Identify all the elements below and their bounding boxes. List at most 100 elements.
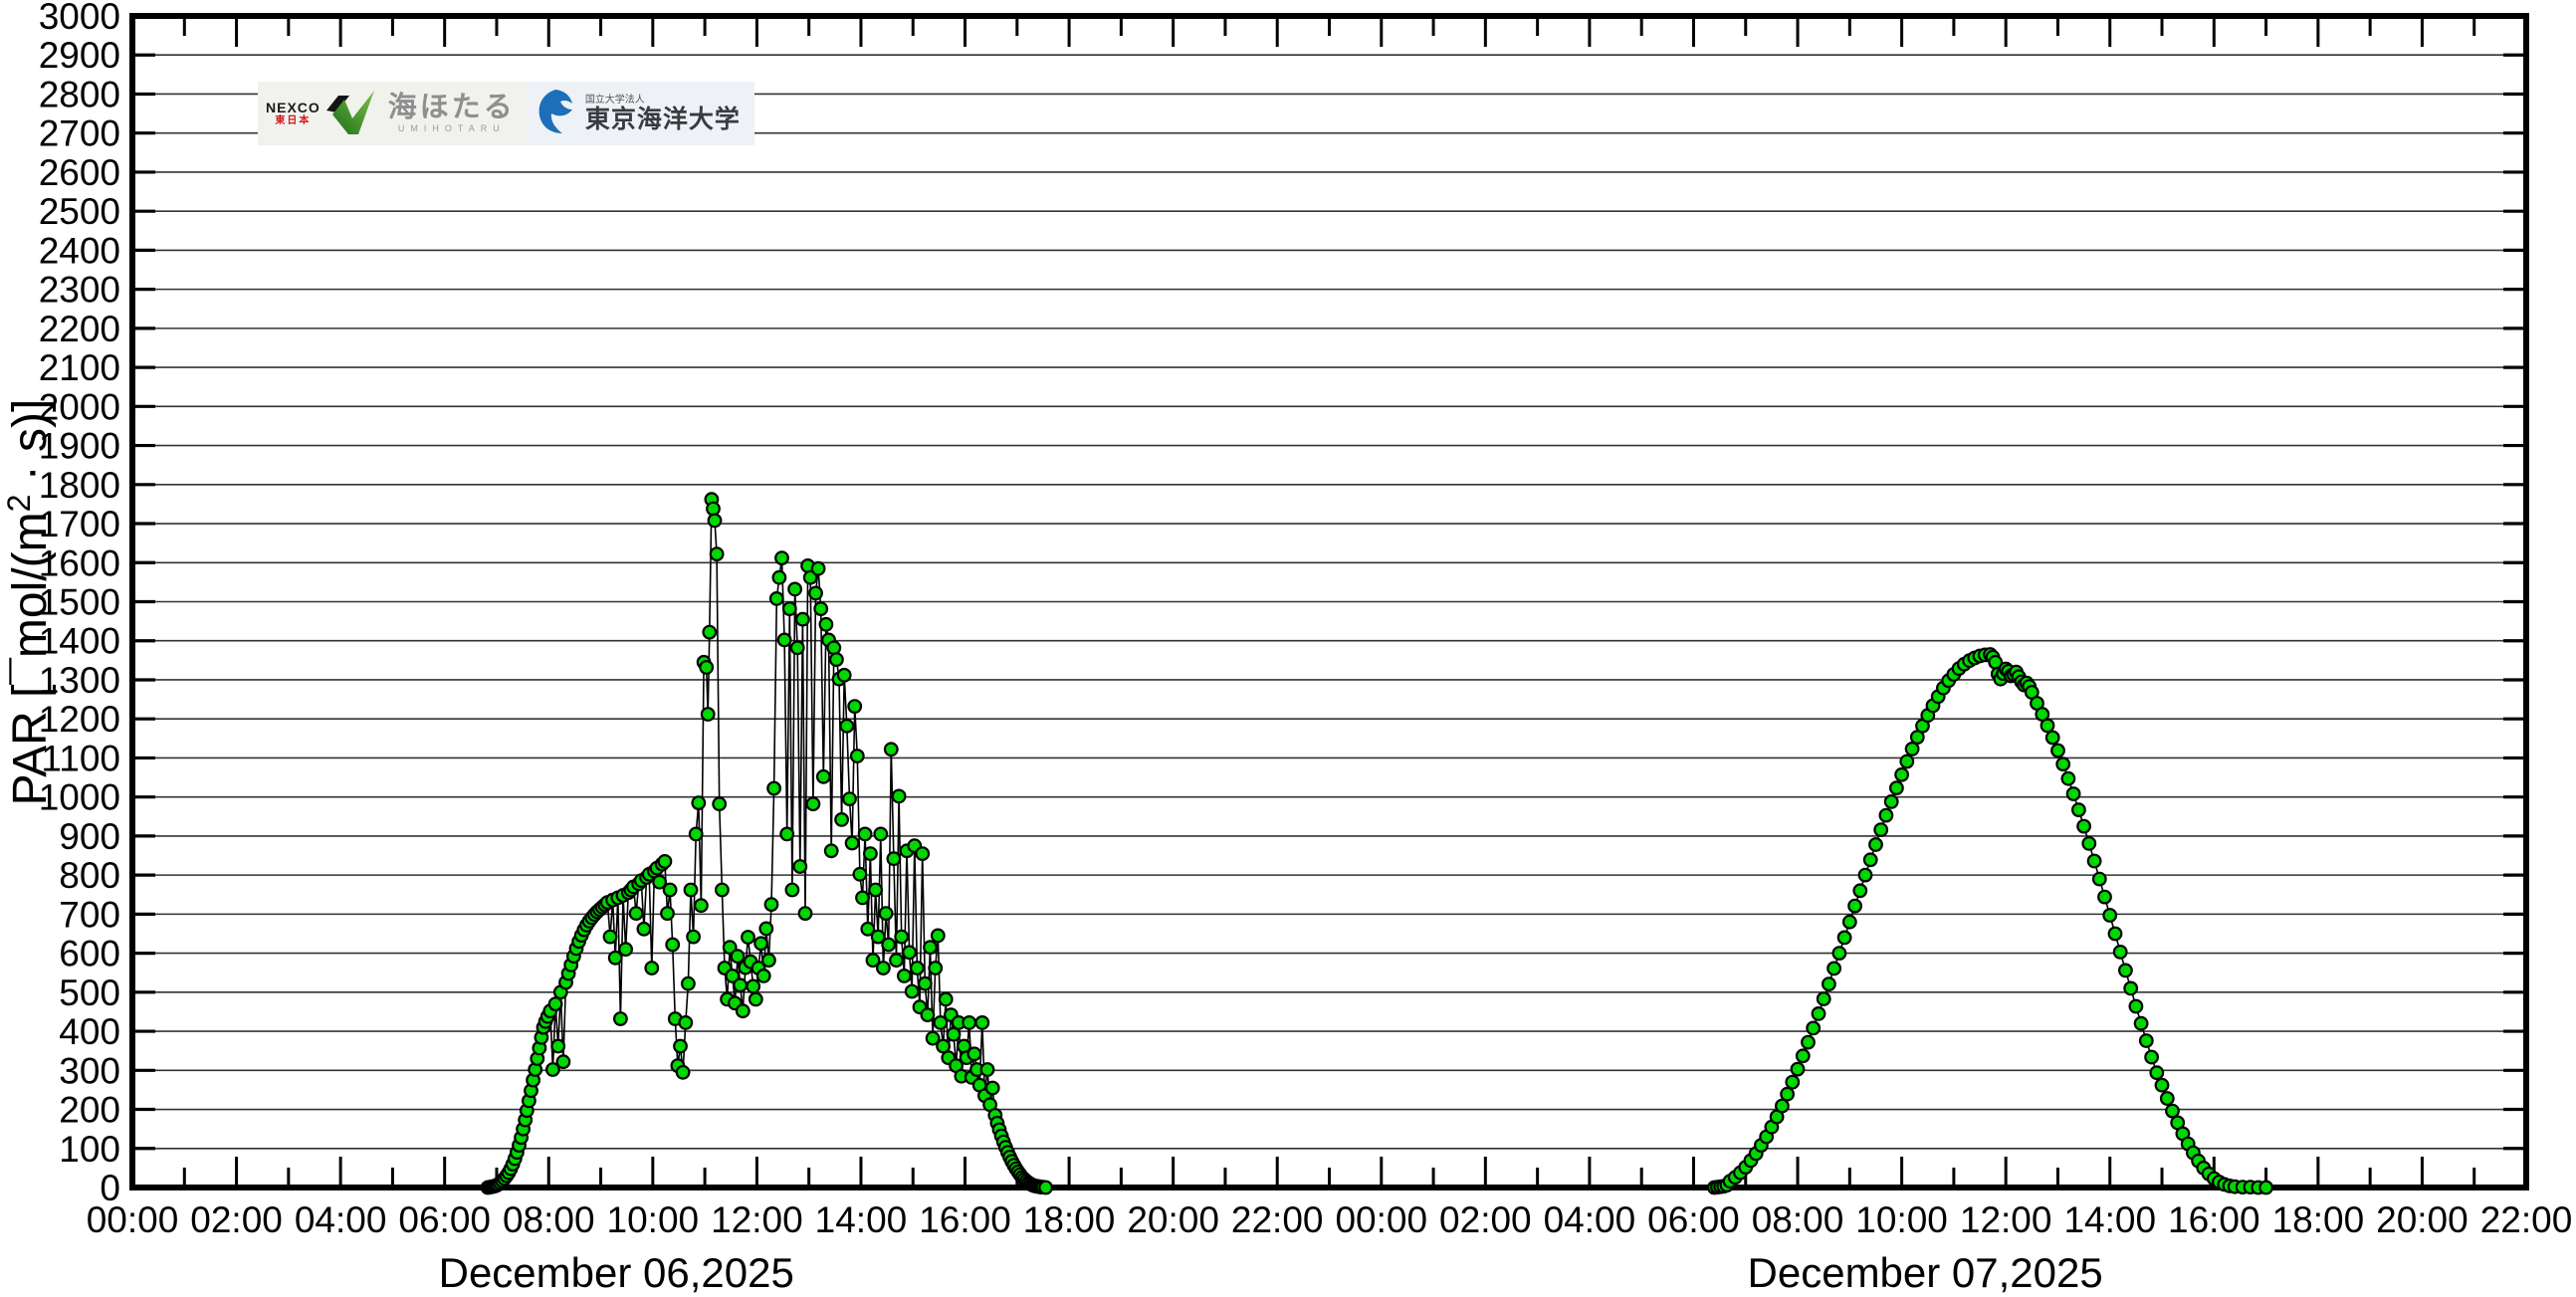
- university-name-label: 東京海洋大学: [584, 105, 741, 133]
- data-point: [662, 882, 678, 898]
- data-point: [2102, 908, 2118, 923]
- data-point: [2165, 1103, 2180, 1119]
- y-tick-label: 200: [59, 1090, 120, 1131]
- y-tick-label: 600: [59, 934, 120, 974]
- data-point: [2065, 786, 2081, 801]
- x-tick-label: 14:00: [2063, 1199, 2156, 1240]
- data-point: [2091, 871, 2107, 887]
- data-point: [652, 874, 667, 890]
- data-point: [1806, 1020, 1822, 1036]
- x-tick-label: 14:00: [815, 1199, 908, 1240]
- data-point: [876, 961, 891, 975]
- data-point: [613, 1011, 628, 1026]
- data-point: [842, 791, 857, 806]
- x-tick-label: 12:00: [711, 1199, 803, 1240]
- data-point: [1816, 991, 1831, 1006]
- y-tick-label: 1800: [39, 465, 120, 506]
- data-point: [1038, 1180, 1053, 1195]
- data-point: [813, 601, 829, 616]
- data-point: [2060, 770, 2076, 786]
- y-tick-label: 800: [59, 855, 120, 896]
- data-point: [2154, 1077, 2170, 1093]
- data-point: [917, 975, 933, 991]
- data-point: [1774, 1098, 1790, 1114]
- data-point: [706, 501, 721, 517]
- x-tick-label: 20:00: [1127, 1199, 1219, 1240]
- data-point: [878, 906, 894, 921]
- data-point: [915, 846, 931, 861]
- x-tick-label: 12:00: [1960, 1199, 2052, 1240]
- umihotaru-logo: NEXCO 東日本 海ほたる UMIHOTARU: [258, 82, 526, 145]
- nexco-logo: NEXCO 東日本: [266, 101, 321, 127]
- x-tick-label: 06:00: [398, 1199, 491, 1240]
- data-point: [779, 826, 795, 842]
- data-point: [2107, 926, 2123, 942]
- data-point: [758, 921, 774, 937]
- data-point: [665, 937, 681, 953]
- data-point: [675, 1064, 691, 1080]
- data-point: [979, 1062, 995, 1077]
- data-point: [829, 652, 844, 667]
- data-point: [699, 660, 715, 675]
- data-point: [644, 961, 660, 975]
- x-tick-label: 02:00: [1439, 1199, 1532, 1240]
- data-point: [2112, 945, 2128, 960]
- university-logo: 国立大学法人 東京海洋大学: [525, 82, 754, 145]
- data-point: [857, 826, 873, 842]
- data-point: [818, 616, 834, 632]
- data-point: [787, 581, 802, 597]
- data-point: [923, 940, 938, 956]
- data-point: [2123, 980, 2139, 996]
- data-point: [789, 640, 805, 656]
- data-point: [681, 975, 696, 991]
- data-point: [966, 1046, 982, 1062]
- data-point: [707, 513, 723, 529]
- y-tick-label: 2000: [39, 386, 120, 427]
- series-line: [1714, 653, 2266, 1189]
- data-point: [847, 699, 863, 714]
- data-point: [1888, 780, 1904, 795]
- x-tick-label: 18:00: [2272, 1199, 2365, 1240]
- y-tick-label: 1100: [41, 738, 120, 778]
- data-point: [974, 1015, 990, 1030]
- data-point: [1811, 1006, 1826, 1021]
- data-point: [886, 851, 902, 867]
- y-tick-label: 3000: [39, 0, 120, 37]
- data-point: [883, 742, 899, 757]
- data-point: [863, 846, 878, 861]
- data-point: [1841, 914, 1857, 930]
- y-tick-label: 1600: [39, 542, 120, 583]
- data-point: [753, 936, 768, 952]
- data-point: [839, 718, 855, 734]
- data-point: [810, 560, 826, 576]
- data-point: [781, 601, 797, 616]
- data-point: [545, 1062, 560, 1077]
- y-tick-label: 900: [59, 816, 120, 857]
- data-point: [1883, 794, 1899, 809]
- y-tick-label: 2300: [39, 270, 120, 311]
- data-point: [984, 1080, 1000, 1096]
- x-tick-label: 22:00: [1231, 1199, 1324, 1240]
- data-point: [776, 632, 792, 648]
- y-tick-label: 2400: [39, 230, 120, 271]
- x-tick-label: 00:00: [1335, 1199, 1427, 1240]
- x-tick-label: 10:00: [1855, 1199, 1948, 1240]
- data-point: [855, 890, 870, 906]
- data-point: [802, 569, 818, 585]
- data-point: [2128, 998, 2144, 1014]
- university-wordmark: 国立大学法人 東京海洋大学: [585, 95, 741, 133]
- data-point: [962, 1015, 977, 1030]
- y-tick-label: 0: [100, 1168, 120, 1208]
- data-point: [920, 1007, 936, 1022]
- data-point: [771, 569, 787, 585]
- data-point: [1785, 1074, 1801, 1090]
- data-point: [2044, 730, 2060, 746]
- umihotaru-en-label: UMIHOTARU: [397, 123, 506, 133]
- y-tick-label: 1000: [39, 777, 120, 818]
- data-point: [702, 624, 718, 640]
- data-point: [1868, 837, 1883, 852]
- data-point: [1852, 883, 1868, 899]
- data-point: [673, 1038, 688, 1054]
- data-point: [691, 795, 707, 810]
